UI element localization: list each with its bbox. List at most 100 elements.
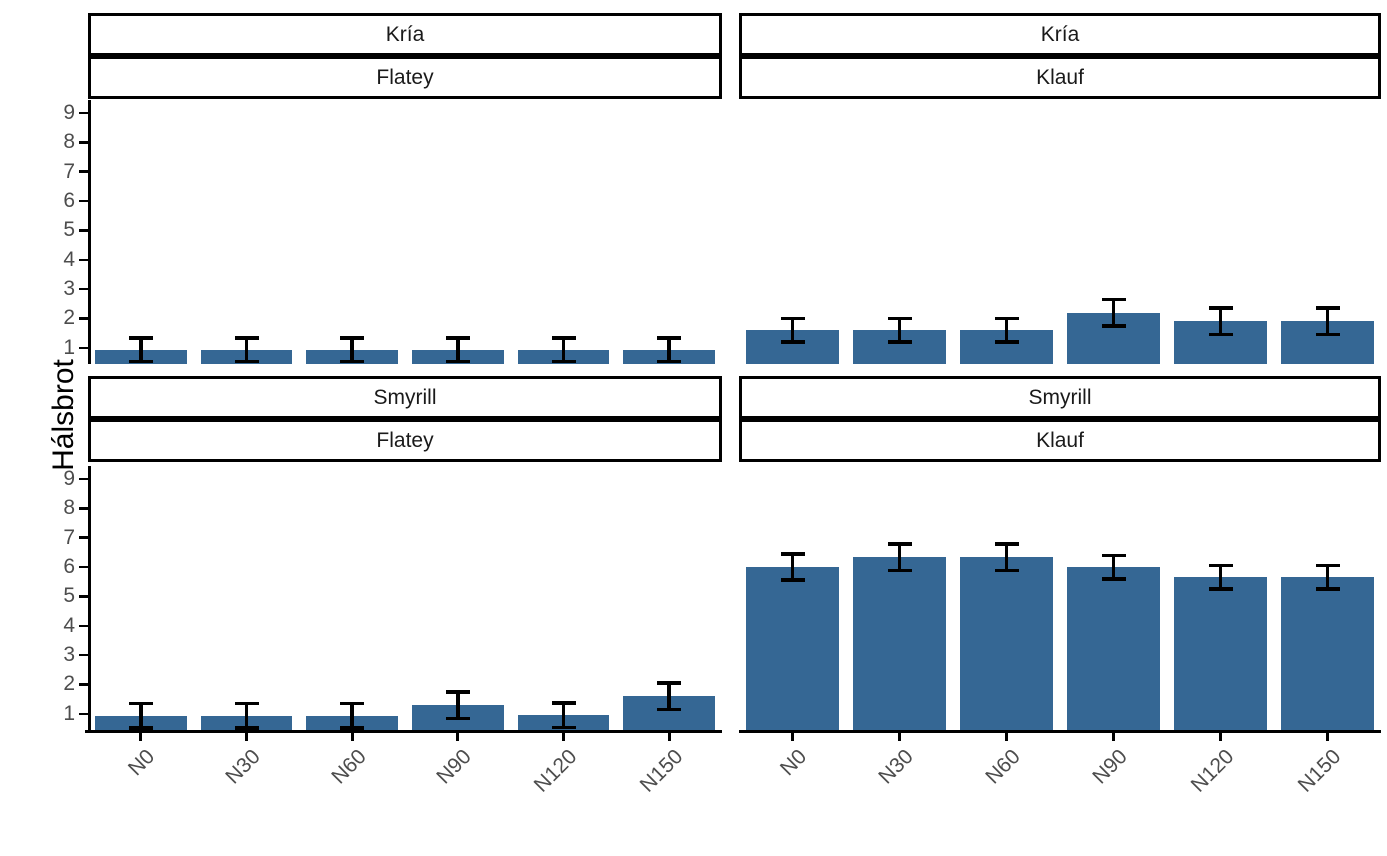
x-axis-line — [85, 730, 722, 733]
panel-smyrill-flatey: 1 2 3 4 5 6 7 8 9 N0 N30 N60 N90 N120 N150 — [63, 466, 722, 797]
error-bar — [350, 338, 354, 362]
strip-text: Kría — [1040, 22, 1080, 46]
bar — [852, 557, 947, 730]
panel-kria-flatey: 1 2 3 4 5 6 7 8 9 — [63, 100, 722, 364]
y-tick — [79, 565, 88, 569]
y-tick-label: 5 — [63, 584, 75, 608]
error-bar-top-cap — [445, 336, 470, 340]
y-tick-label: 1 — [63, 701, 75, 725]
error-bar-bottom-cap — [340, 726, 365, 730]
error-bar-top-cap — [340, 701, 365, 706]
y-tick-label: 8 — [63, 496, 75, 520]
strip-col-label: Flatey — [88, 56, 722, 99]
error-bar — [790, 553, 795, 581]
bar — [959, 557, 1054, 730]
y-tick-label: 8 — [63, 130, 75, 154]
error-bar — [244, 338, 249, 362]
y-tick-label: 5 — [63, 218, 75, 242]
error-bar — [1004, 318, 1009, 342]
facet-strips-smyrill-flatey: Smyrill Flatey — [88, 376, 722, 462]
x-tick-label-text: N30 — [874, 745, 918, 789]
strip-text: Klauf — [1036, 428, 1084, 452]
facet-strips-kria-flatey: Kría Flatey — [88, 13, 722, 99]
x-tick-label-text: N60 — [326, 745, 371, 789]
strip-row-label: Kría — [88, 13, 722, 56]
y-tick — [79, 199, 88, 203]
error-bar-top-cap — [128, 336, 153, 340]
strip-col-label: Klauf — [739, 56, 1381, 99]
y-tick — [79, 317, 88, 320]
y-tick — [79, 712, 88, 716]
x-tick — [791, 733, 794, 741]
error-bar-bottom-cap — [340, 359, 365, 364]
error-bar-bottom-cap — [1208, 587, 1233, 591]
x-tick — [1326, 733, 1329, 741]
error-bar-bottom-cap — [445, 716, 470, 720]
error-bar-bottom-cap — [1101, 324, 1126, 328]
error-bar-top-cap — [994, 316, 1019, 321]
bar — [1173, 577, 1268, 730]
error-bar-top-cap — [445, 690, 470, 694]
y-tick-label: 7 — [63, 525, 75, 549]
x-tick — [139, 733, 143, 741]
y-tick-label: 3 — [63, 277, 75, 301]
error-bar-bottom-cap — [445, 359, 470, 364]
strip-text: Kría — [385, 22, 425, 46]
y-tick — [79, 229, 88, 232]
y-tick-label: 4 — [63, 247, 75, 271]
error-bar-top-cap — [234, 701, 259, 706]
x-tick-label-text: N0 — [123, 745, 160, 781]
x-tick-label-text: N30 — [221, 745, 265, 789]
error-bar-top-cap — [551, 701, 576, 705]
error-bar-top-cap — [1315, 563, 1340, 568]
error-bar-top-cap — [780, 552, 805, 556]
y-tick — [79, 141, 88, 144]
error-bar-bottom-cap — [1315, 332, 1340, 337]
bar — [1280, 577, 1375, 730]
error-bar — [244, 703, 249, 729]
x-tick-label-text: N120 — [530, 745, 582, 797]
error-bar — [139, 338, 143, 362]
strip-col-label: Flatey — [88, 419, 722, 462]
y-tick — [79, 595, 88, 598]
error-bar — [456, 338, 460, 362]
error-bar — [1111, 299, 1116, 326]
x-tick-label-text: N150 — [1294, 745, 1346, 797]
x-tick-label-text: N120 — [1187, 745, 1239, 797]
x-tick — [562, 733, 565, 741]
y-tick-label: 2 — [63, 306, 75, 330]
error-bar-bottom-cap — [234, 359, 259, 364]
y-tick-label: 2 — [63, 672, 75, 696]
error-bar — [667, 683, 671, 710]
facet-strips-smyrill-klauf: Smyrill Klauf — [739, 376, 1381, 462]
error-bar-top-cap — [657, 336, 682, 340]
error-bar-top-cap — [887, 316, 912, 321]
error-bar — [139, 703, 143, 729]
x-tick — [350, 733, 354, 741]
x-axis-line — [739, 730, 1381, 733]
error-bar-top-cap — [780, 316, 805, 321]
error-bar-bottom-cap — [128, 359, 153, 364]
error-bar — [1218, 565, 1223, 590]
error-bar-bottom-cap — [1208, 332, 1233, 337]
error-bar-bottom-cap — [657, 359, 682, 364]
panel-smyrill-klauf: N0 N30 N60 N90 N120 N150 — [739, 466, 1381, 797]
strip-col-label: Klauf — [739, 419, 1381, 462]
error-bar-bottom-cap — [234, 726, 259, 730]
error-bar-top-cap — [994, 542, 1019, 546]
error-bar-top-cap — [1101, 297, 1126, 302]
error-bar-top-cap — [1315, 306, 1340, 310]
y-tick — [79, 536, 88, 539]
error-bar-bottom-cap — [994, 340, 1019, 344]
error-bar-top-cap — [887, 542, 912, 546]
error-bar — [667, 338, 671, 362]
y-tick-label: 1 — [63, 335, 75, 359]
y-tick — [79, 683, 88, 686]
y-tick-label: 4 — [63, 613, 75, 637]
strip-text: Smyrill — [373, 385, 437, 409]
x-tick — [1112, 733, 1115, 741]
error-bar — [790, 318, 795, 342]
y-tick — [79, 624, 88, 627]
panel-kria-klauf — [739, 100, 1381, 364]
